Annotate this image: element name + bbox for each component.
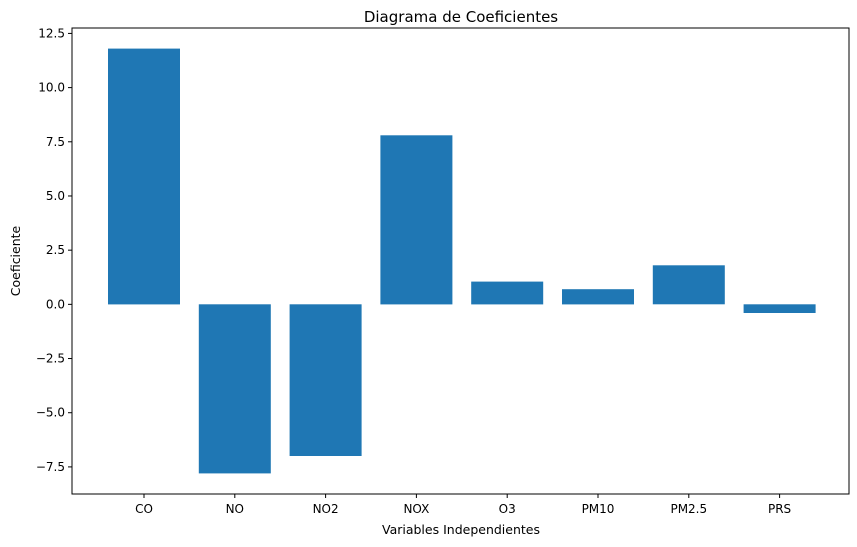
y-tick-label: 7.5	[46, 135, 65, 149]
y-tick-label: −2.5	[36, 352, 65, 366]
y-tick-label: 2.5	[46, 243, 65, 257]
x-tick-label: NO2	[313, 502, 339, 516]
y-tick-label: −7.5	[36, 460, 65, 474]
y-tick-label: 10.0	[38, 81, 65, 95]
x-tick-label: NO	[226, 502, 244, 516]
bar-prs	[743, 304, 816, 313]
bar-no	[198, 304, 271, 474]
x-tick-label: NOX	[403, 502, 429, 516]
y-axis-label: Coeficiente	[8, 225, 23, 296]
bar-nox	[380, 135, 453, 305]
y-axis-ticks: −7.5 −5.0 −2.5 0.0 2.5 5.0 7.5 10.0 12.5	[36, 26, 72, 474]
x-tick-label: O3	[499, 502, 516, 516]
bar-no2	[289, 304, 362, 456]
x-axis-ticks: CO NO NO2 NOX O3 PM10 PM2.5 PRS	[135, 494, 791, 516]
bars-group	[108, 48, 816, 474]
x-tick-label: CO	[135, 502, 153, 516]
y-tick-label: 0.0	[46, 297, 65, 311]
x-axis-label: Variables Independientes	[382, 522, 540, 537]
x-tick-label: PM10	[582, 502, 615, 516]
y-tick-label: 5.0	[46, 189, 65, 203]
bar-pm2-5	[652, 265, 725, 305]
y-tick-label: 12.5	[38, 26, 65, 40]
bar-o3	[471, 281, 544, 305]
chart-title: Diagrama de Coeficientes	[364, 8, 558, 26]
x-tick-label: PM2.5	[670, 502, 707, 516]
y-tick-label: −5.0	[36, 406, 65, 420]
bar-co	[108, 48, 180, 305]
x-tick-label: PRS	[768, 502, 791, 516]
plot-frame	[71, 27, 850, 495]
bar-pm10	[562, 289, 634, 305]
